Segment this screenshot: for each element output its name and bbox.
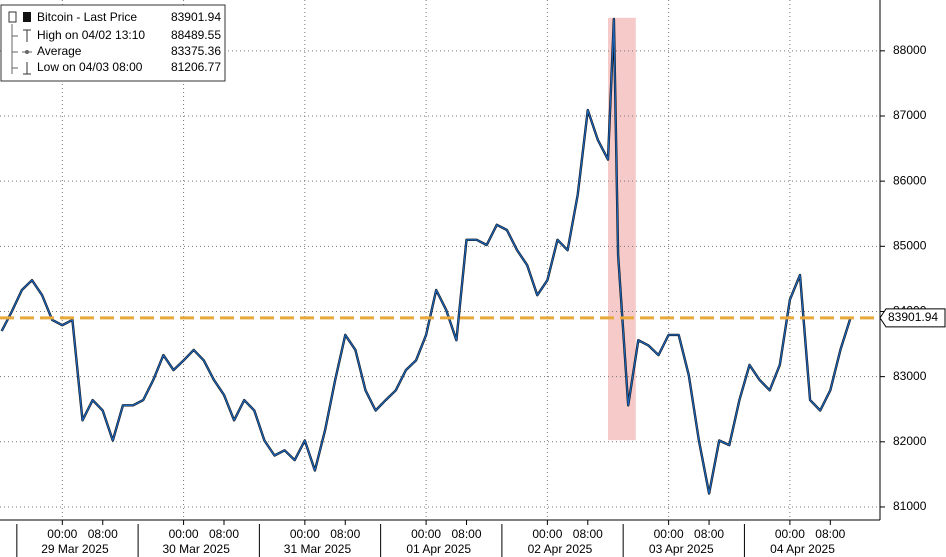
legend: Bitcoin - Last Price 83901.94 High on 04… bbox=[0, 4, 226, 82]
date-label: 01 Apr 2025 bbox=[406, 542, 471, 556]
x-tick-label: 00:00 bbox=[169, 527, 199, 541]
x-tick-label: 00:00 bbox=[411, 527, 441, 541]
x-tick-label: 00:00 bbox=[290, 527, 320, 541]
x-tick-label: 08:00 bbox=[330, 527, 360, 541]
x-tick-label: 00:00 bbox=[775, 527, 805, 541]
legend-label: High on 04/02 13:10 bbox=[37, 28, 145, 42]
legend-value: 81206.77 bbox=[171, 60, 221, 74]
x-tick-label: 00:00 bbox=[47, 527, 77, 541]
x-tick-label: 08:00 bbox=[88, 527, 118, 541]
y-tick-label: 85000 bbox=[893, 238, 927, 252]
legend-label: Bitcoin - Last Price bbox=[37, 10, 137, 24]
x-tick-label: 08:00 bbox=[209, 527, 239, 541]
x-tick-label: 00:00 bbox=[532, 527, 562, 541]
x-tick-label: 08:00 bbox=[694, 527, 724, 541]
x-tick-label: 08:00 bbox=[573, 527, 603, 541]
y-tick-label: 86000 bbox=[893, 173, 927, 187]
legend-icon bbox=[23, 62, 31, 75]
price-line bbox=[1, 18, 852, 495]
date-label: 29 Mar 2025 bbox=[41, 542, 109, 556]
legend-label: Average bbox=[37, 44, 82, 58]
last-price-box bbox=[879, 308, 946, 328]
date-label: 03 Apr 2025 bbox=[649, 542, 714, 556]
highlight-band bbox=[608, 17, 636, 441]
date-label: 30 Mar 2025 bbox=[163, 542, 231, 556]
legend-value: 83375.36 bbox=[171, 44, 221, 58]
x-tick-label: 00:00 bbox=[654, 527, 684, 541]
legend-value: 88489.55 bbox=[171, 28, 221, 42]
legend-box bbox=[0, 4, 226, 82]
y-tick-label: 82000 bbox=[893, 434, 927, 448]
date-label: 31 Mar 2025 bbox=[284, 542, 352, 556]
legend-label: Low on 04/03 08:00 bbox=[37, 60, 143, 74]
y-tick-label: 83000 bbox=[893, 369, 927, 383]
y-tick-label: 88000 bbox=[893, 43, 927, 57]
last-price-label: 83901.94 bbox=[888, 310, 938, 324]
legend-icon bbox=[25, 50, 29, 54]
y-tick-label: 81000 bbox=[893, 499, 927, 513]
date-label: 04 Apr 2025 bbox=[770, 542, 835, 556]
y-tick-label: 87000 bbox=[893, 108, 927, 122]
date-label: 02 Apr 2025 bbox=[528, 542, 593, 556]
x-tick-label: 08:00 bbox=[452, 527, 482, 541]
legend-icon bbox=[23, 29, 31, 42]
legend-tree bbox=[11, 24, 18, 74]
legend-icon bbox=[8, 11, 17, 23]
x-tick-label: 08:00 bbox=[815, 527, 845, 541]
legend-swatch bbox=[23, 12, 31, 22]
legend-value: 83901.94 bbox=[171, 10, 221, 24]
